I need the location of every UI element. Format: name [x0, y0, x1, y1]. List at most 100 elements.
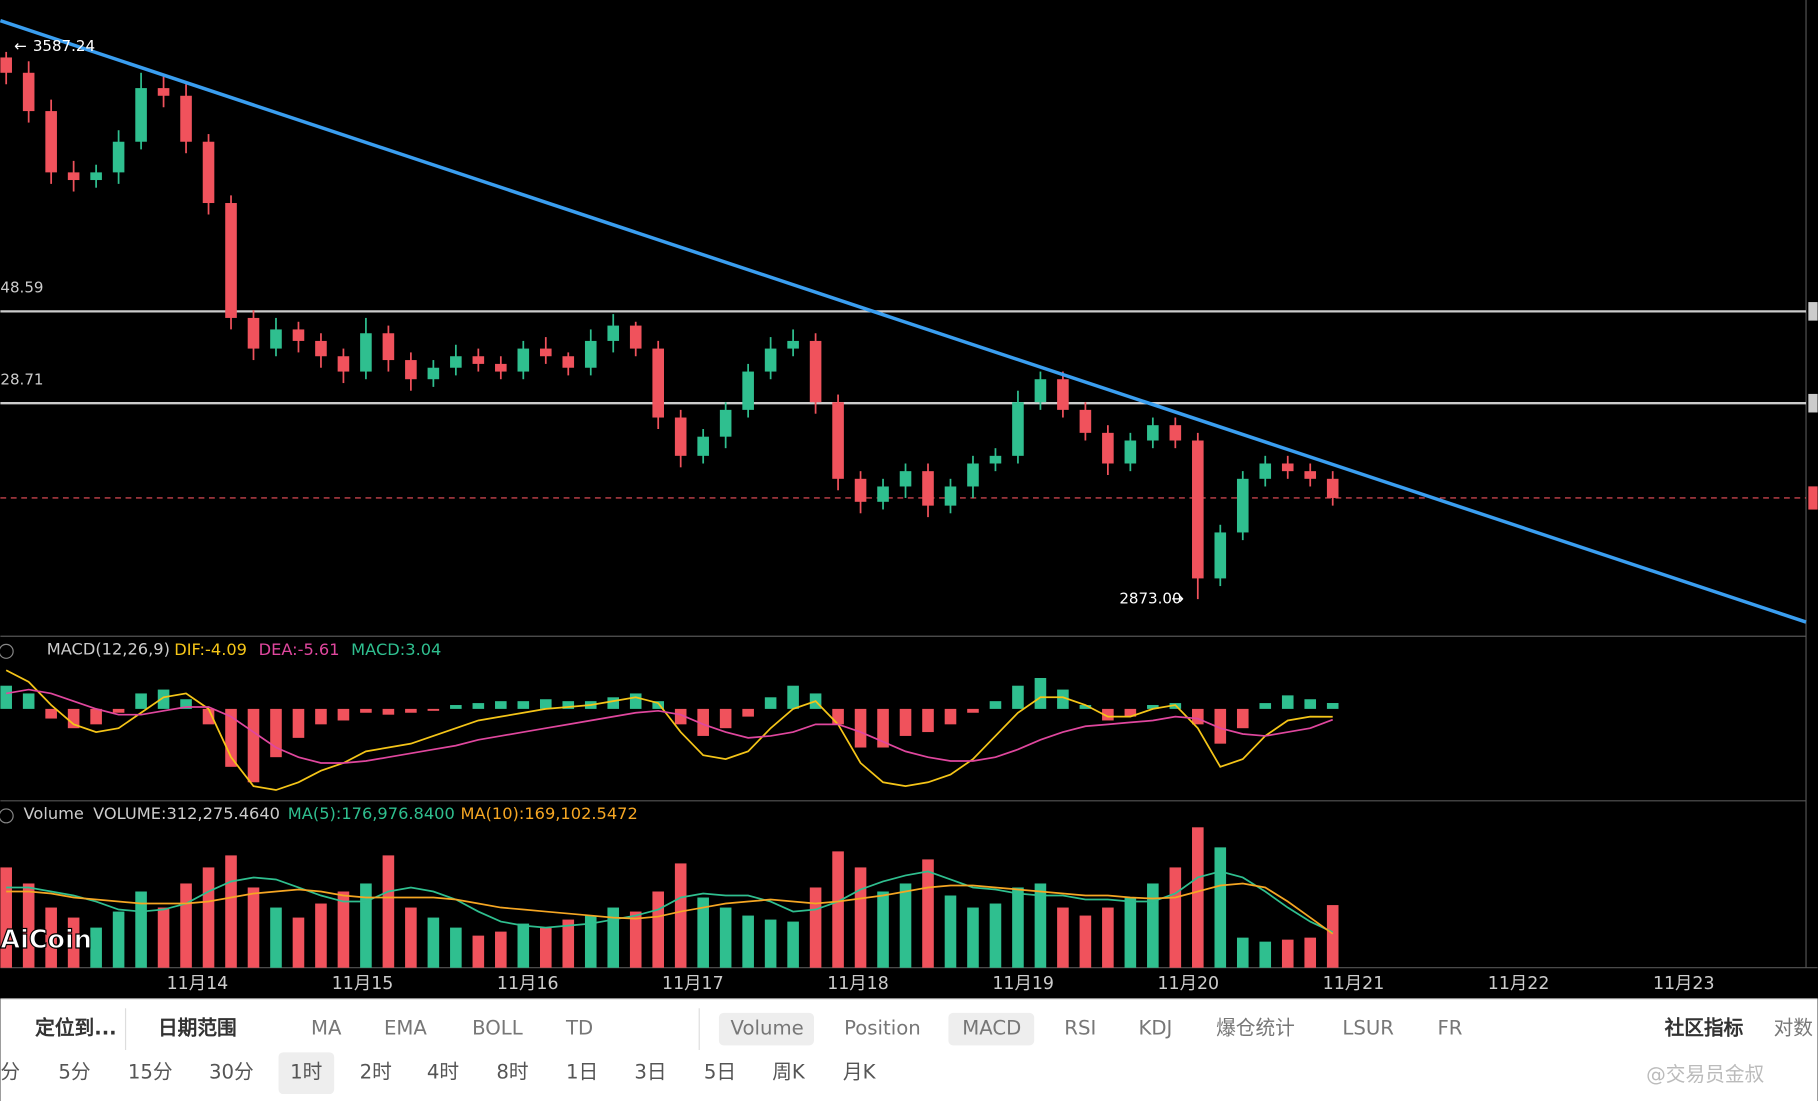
- candle-body: [922, 471, 934, 506]
- timeframe-item[interactable]: 15分: [128, 1061, 173, 1084]
- candle-body: [944, 486, 957, 506]
- candle-body: [584, 340, 597, 368]
- toolbar-item[interactable]: 社区指标: [1664, 1017, 1744, 1040]
- volume-bar: [22, 883, 35, 968]
- volume-bar: [719, 907, 732, 968]
- volume-bar: [112, 911, 125, 968]
- candle-body: [1012, 402, 1024, 456]
- timeframe-item[interactable]: 5分: [58, 1061, 90, 1084]
- candle-body: [1124, 440, 1137, 464]
- toolbar-item[interactable]: KDJ: [1138, 1017, 1172, 1040]
- macd-bar: [495, 701, 507, 709]
- x-axis-label: 11月22: [1488, 974, 1550, 994]
- toolbar-item[interactable]: FR: [1437, 1017, 1462, 1040]
- volume-bar: [629, 911, 642, 968]
- macd-bar: [67, 708, 80, 729]
- volume-bar: [427, 917, 440, 968]
- macd-bar: [360, 708, 372, 713]
- candle-body: [764, 348, 777, 372]
- volume-bar: [315, 903, 327, 968]
- volume-bar: [1034, 883, 1047, 968]
- toolbar-item[interactable]: EMA: [384, 1017, 427, 1040]
- timeframe-item[interactable]: 8时: [496, 1061, 528, 1084]
- toolbar-item[interactable]: 爆仓统计: [1216, 1017, 1295, 1040]
- timeframe-item[interactable]: 5日: [704, 1061, 736, 1084]
- volume-bar: [1079, 915, 1092, 968]
- volume-bar: [1012, 887, 1024, 968]
- volume-value: VOLUME:312,275.4640: [93, 804, 280, 823]
- timeframe-item[interactable]: 30分: [209, 1061, 254, 1084]
- volume-bar: [1057, 907, 1069, 968]
- candle-body: [1169, 425, 1182, 441]
- volume-bar: [562, 919, 575, 968]
- check-icon[interactable]: [0, 643, 14, 659]
- trendline: [0, 19, 1807, 624]
- volume-bar: [697, 897, 709, 968]
- volume-bar: [337, 891, 350, 968]
- dif-line: [5, 669, 1333, 791]
- candle-body: [360, 333, 372, 372]
- macd-bar: [157, 689, 170, 709]
- candle-body: [247, 317, 260, 349]
- x-axis-label: 11月19: [992, 974, 1054, 994]
- macd-bar: [1124, 708, 1137, 717]
- toolbar-item[interactable]: RSI: [1064, 1017, 1096, 1040]
- candle-body: [787, 340, 799, 349]
- check-icon[interactable]: [0, 808, 14, 824]
- macd-bar: [45, 708, 57, 719]
- logo: AiCoin: [0, 925, 92, 955]
- macd-bar: [0, 685, 12, 709]
- toolbar-item[interactable]: MACD: [962, 1017, 1021, 1040]
- candle-body: [989, 455, 1002, 464]
- candle-body: [22, 72, 35, 112]
- toolbar-item[interactable]: 定位到...: [35, 1017, 117, 1040]
- timeframe-item[interactable]: 分: [0, 1061, 20, 1084]
- timeframe-item[interactable]: 1日: [566, 1061, 598, 1084]
- macd-bar: [1192, 708, 1204, 725]
- timeframe-item[interactable]: 4时: [427, 1061, 459, 1084]
- volume-bar: [450, 927, 462, 968]
- macd-bar: [539, 699, 552, 709]
- macd-bar: [1012, 685, 1024, 709]
- volume-bar: [247, 887, 260, 968]
- timeframe-item[interactable]: 月K: [843, 1061, 877, 1084]
- macd-bar: [337, 708, 350, 721]
- volume-bar: [854, 867, 867, 968]
- volume-bar: [899, 883, 912, 968]
- candle-body: [697, 436, 709, 456]
- macd-bar: [989, 701, 1002, 709]
- macd-bar: [1057, 689, 1069, 709]
- volume-bar: [989, 903, 1002, 968]
- timeframe-item[interactable]: 周K: [772, 1061, 806, 1084]
- x-axis-label: 11月17: [662, 974, 724, 994]
- active-tab: [948, 1012, 1035, 1046]
- macd-bar: [135, 693, 147, 709]
- toolbar-item[interactable]: Position: [844, 1017, 921, 1040]
- macd-bar: [1259, 703, 1272, 709]
- timeframe-item[interactable]: 2时: [360, 1061, 392, 1084]
- macd-bar: [315, 708, 327, 725]
- macd-bar: [1102, 708, 1114, 721]
- candle-body: [1304, 471, 1317, 479]
- toolbar-item[interactable]: MA: [311, 1017, 342, 1040]
- level-tag: [1808, 302, 1818, 321]
- macd-bar: [1236, 708, 1249, 729]
- toolbar-item[interactable]: BOLL: [472, 1017, 523, 1040]
- x-axis-label: 11月20: [1158, 974, 1220, 994]
- ma10-line: [6, 882, 1334, 935]
- toolbar-item[interactable]: 对数: [1774, 1017, 1814, 1040]
- volume-bar: [787, 921, 799, 968]
- macd-bar: [719, 708, 732, 729]
- x-axis-label: 11月23: [1653, 974, 1715, 994]
- timeframe-item[interactable]: 1时: [290, 1061, 322, 1084]
- volume-bar: [1169, 867, 1182, 968]
- macd-bar: [832, 708, 844, 725]
- candle-body: [180, 95, 192, 142]
- toolbar-item[interactable]: TD: [565, 1017, 593, 1040]
- timeframe-item[interactable]: 3日: [634, 1061, 666, 1084]
- candle-body: [292, 329, 305, 341]
- toolbar-item[interactable]: 日期范围: [158, 1017, 237, 1040]
- toolbar-item[interactable]: Volume: [731, 1017, 804, 1040]
- toolbar-item[interactable]: LSUR: [1342, 1017, 1394, 1040]
